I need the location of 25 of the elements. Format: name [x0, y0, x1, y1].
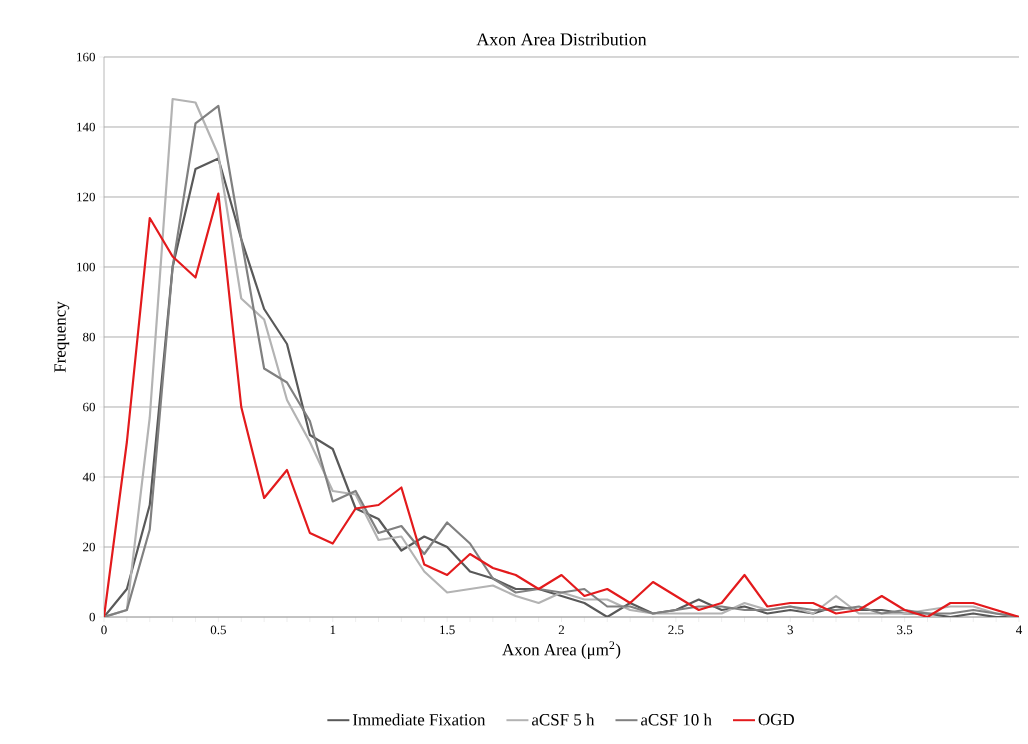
chart-title: Axon Area Distribution — [476, 32, 647, 46]
y-axis-title: Frequency — [54, 301, 70, 373]
x-tick-label: 0 — [101, 625, 107, 635]
y-tick-label: 140 — [77, 122, 95, 132]
x-tick-label: 1.5 — [440, 625, 455, 635]
x-tick-label: 1 — [330, 625, 336, 635]
y-tick-label: 0 — [89, 612, 95, 622]
legend-label: aCSF 5 h — [532, 713, 595, 726]
y-tick-label: 80 — [83, 332, 95, 342]
x-axis-title: Axon Area (μm$^{2}$) — [502, 641, 621, 659]
x-tick-label: 0.5 — [210, 625, 226, 635]
y-tick-label: 100 — [77, 262, 95, 272]
y-tick-label: 120 — [77, 192, 95, 202]
x-tick-label: 3.5 — [897, 625, 913, 635]
y-tick-label: 20 — [83, 542, 95, 552]
y-tick-label: 160 — [77, 52, 95, 62]
x-tick-label: 4 — [1016, 625, 1023, 635]
x-tick-label: 2.5 — [668, 625, 684, 635]
legend-label: aCSF 10 h — [641, 713, 712, 726]
legend-label: OGD — [758, 713, 794, 726]
x-tick-label: 2 — [558, 625, 565, 635]
legend-label: Immediate Fixation — [352, 713, 486, 726]
y-tick-label: 60 — [83, 402, 95, 412]
x-tick-label: 3 — [787, 625, 793, 635]
y-tick-label: 40 — [82, 472, 95, 482]
